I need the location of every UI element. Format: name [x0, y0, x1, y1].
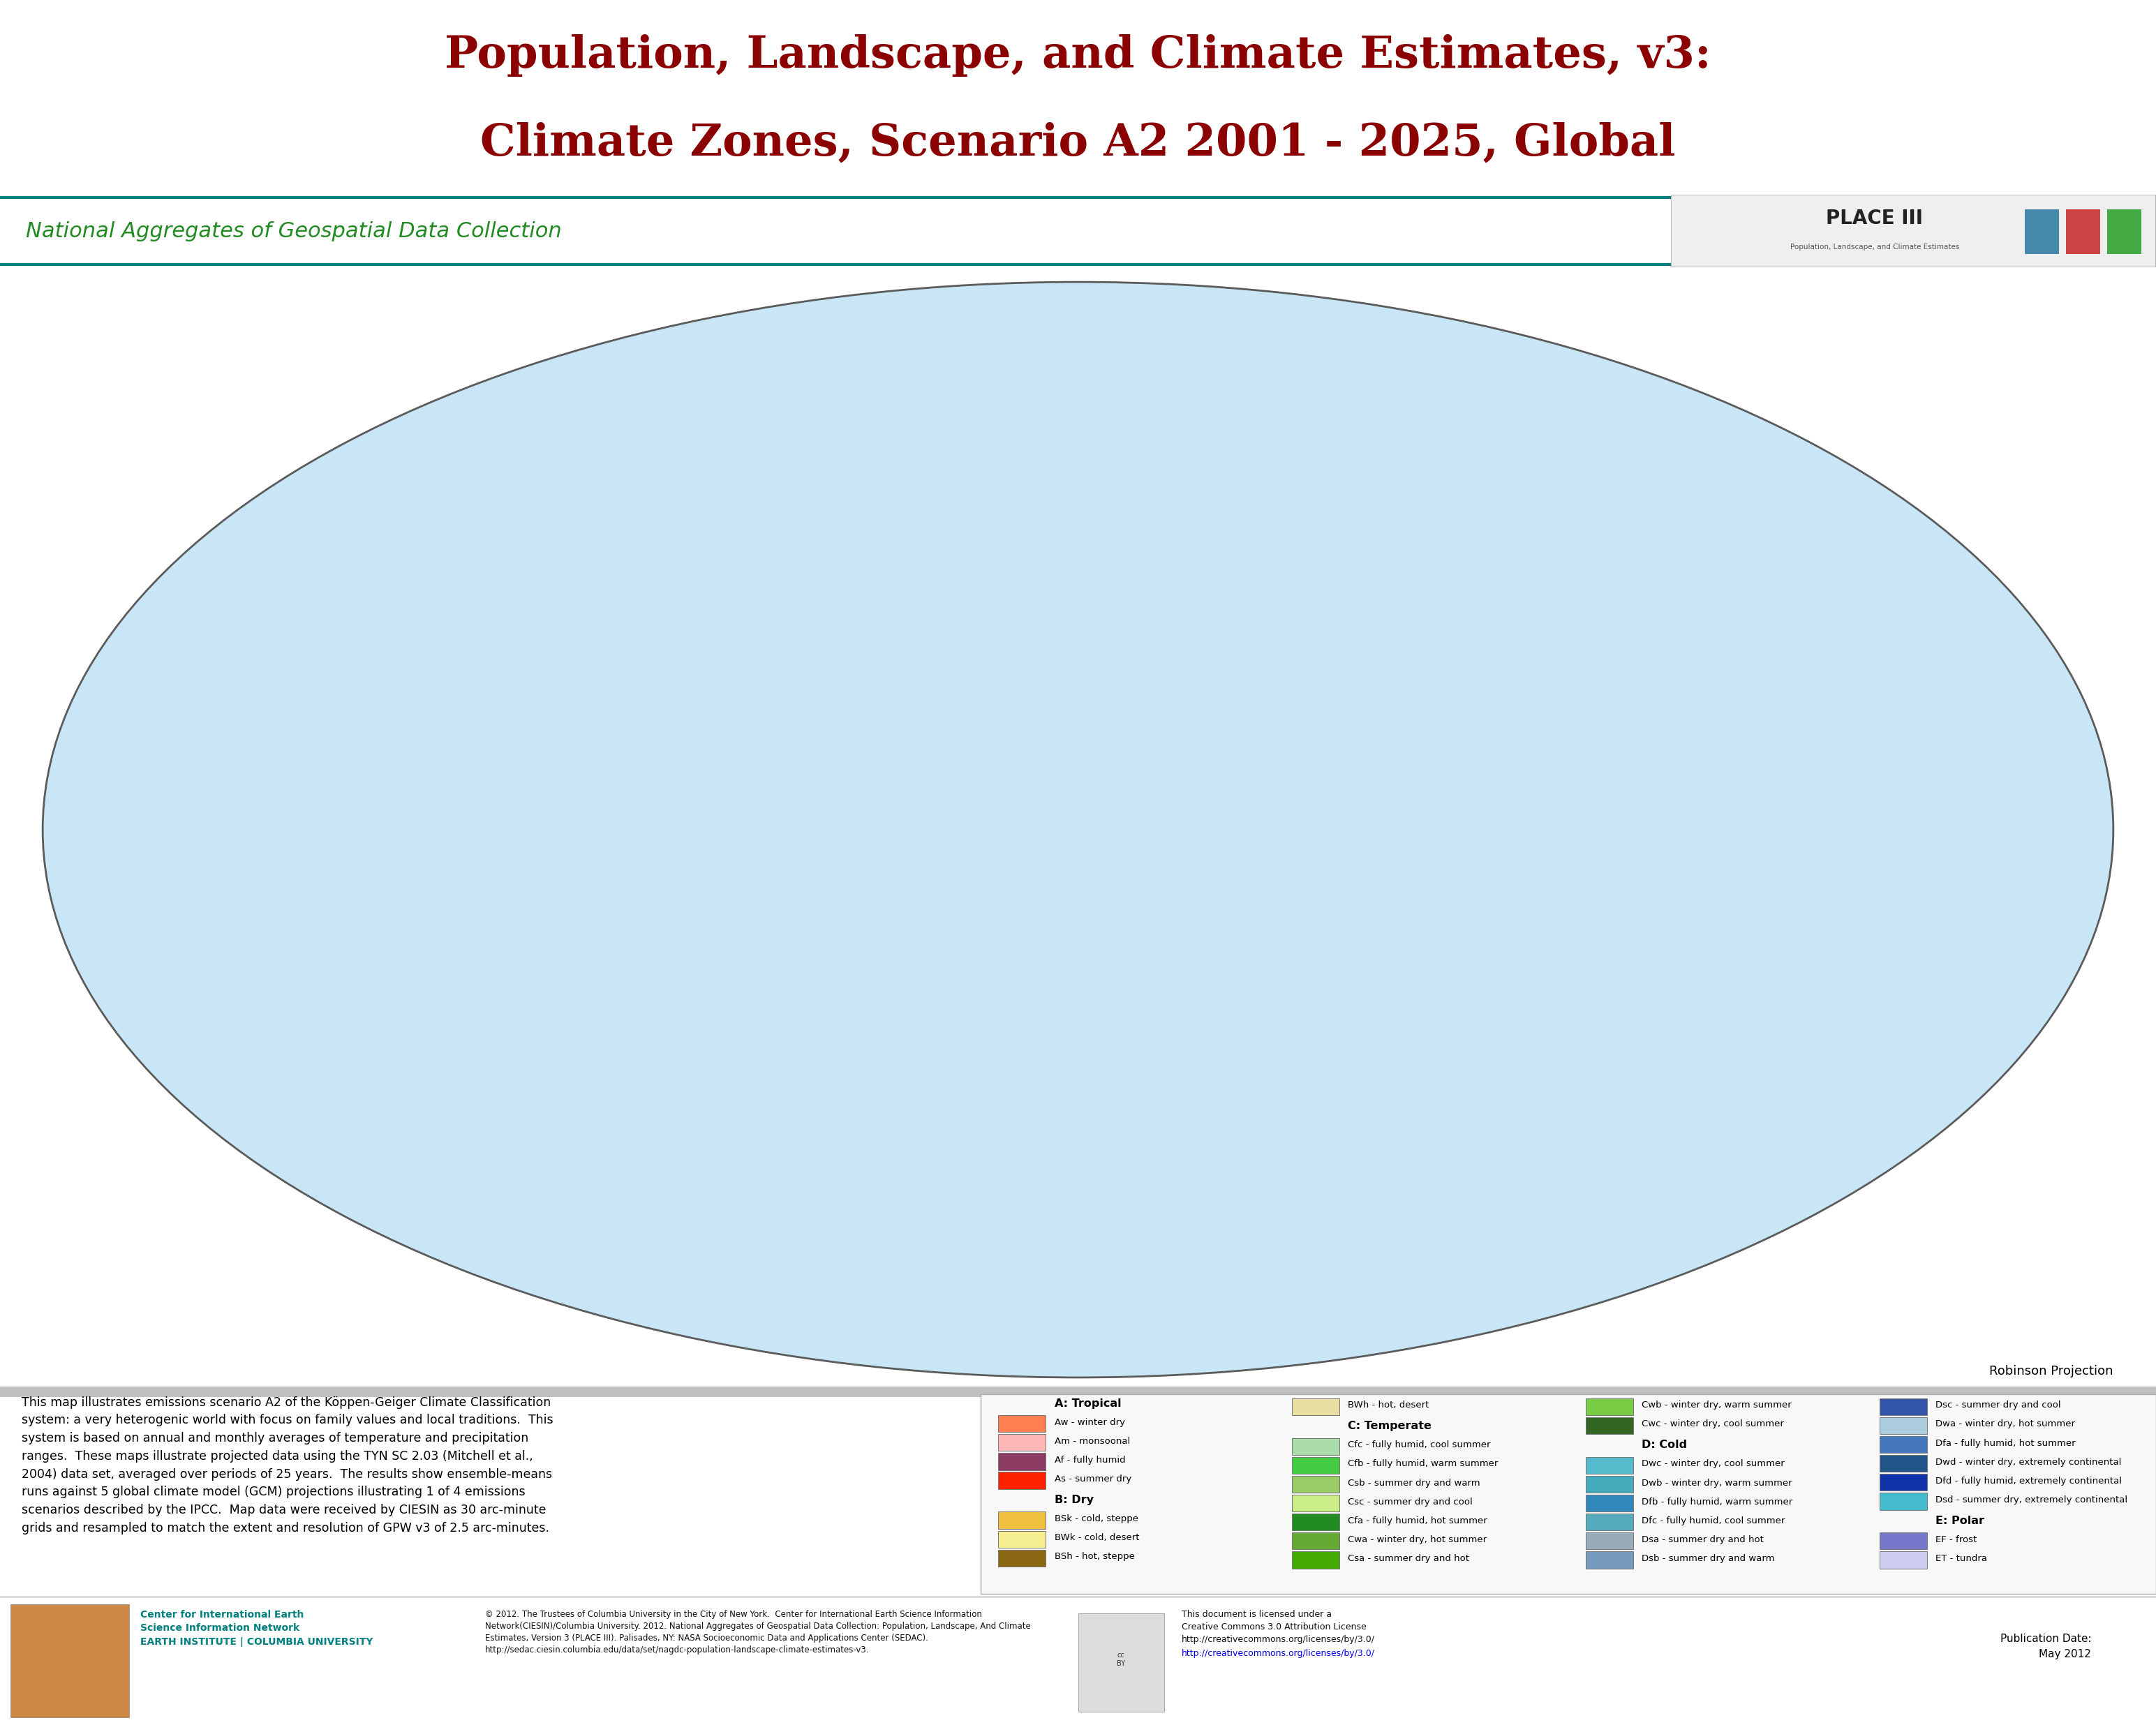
FancyBboxPatch shape — [1880, 1492, 1927, 1509]
FancyBboxPatch shape — [2065, 209, 2100, 254]
Text: Center for International Earth
Science Information Network
EARTH INSTITUTE | COL: Center for International Earth Science I… — [140, 1609, 373, 1647]
FancyBboxPatch shape — [998, 1471, 1046, 1489]
Text: This map illustrates emissions scenario A2 of the Köppen-Geiger Climate Classifi: This map illustrates emissions scenario … — [22, 1396, 554, 1534]
Text: Dfa - fully humid, hot summer: Dfa - fully humid, hot summer — [1936, 1439, 2076, 1447]
FancyBboxPatch shape — [1587, 1551, 1634, 1568]
Text: PLACE III: PLACE III — [1826, 209, 1923, 228]
Text: Dfb - fully humid, warm summer: Dfb - fully humid, warm summer — [1643, 1497, 1794, 1506]
FancyBboxPatch shape — [1291, 1496, 1339, 1511]
Text: Cfb - fully humid, warm summer: Cfb - fully humid, warm summer — [1348, 1459, 1498, 1468]
Text: Dsa - summer dry and hot: Dsa - summer dry and hot — [1643, 1535, 1764, 1544]
Text: Dwa - winter dry, hot summer: Dwa - winter dry, hot summer — [1936, 1420, 2074, 1428]
FancyBboxPatch shape — [1880, 1532, 1927, 1549]
FancyBboxPatch shape — [1587, 1477, 1634, 1492]
FancyBboxPatch shape — [1291, 1399, 1339, 1414]
Text: Cwb - winter dry, warm summer: Cwb - winter dry, warm summer — [1643, 1401, 1792, 1409]
FancyBboxPatch shape — [2024, 209, 2059, 254]
Text: Aw - winter dry: Aw - winter dry — [1054, 1418, 1125, 1427]
FancyBboxPatch shape — [1671, 195, 2156, 267]
FancyBboxPatch shape — [1880, 1435, 1927, 1452]
Text: Dsb - summer dry and warm: Dsb - summer dry and warm — [1643, 1554, 1774, 1563]
FancyBboxPatch shape — [1587, 1399, 1634, 1414]
FancyBboxPatch shape — [1880, 1454, 1927, 1471]
FancyBboxPatch shape — [998, 1414, 1046, 1432]
FancyBboxPatch shape — [1291, 1477, 1339, 1492]
FancyBboxPatch shape — [998, 1549, 1046, 1566]
Text: Dsd - summer dry, extremely continental: Dsd - summer dry, extremely continental — [1936, 1496, 2128, 1504]
Text: Cfc - fully humid, cool summer: Cfc - fully humid, cool summer — [1348, 1440, 1490, 1449]
Text: Cwc - winter dry, cool summer: Cwc - winter dry, cool summer — [1643, 1420, 1785, 1428]
FancyBboxPatch shape — [1880, 1551, 1927, 1568]
FancyBboxPatch shape — [1291, 1532, 1339, 1549]
Text: Robinson Projection: Robinson Projection — [1990, 1364, 2113, 1378]
Text: Af - fully humid: Af - fully humid — [1054, 1456, 1125, 1465]
Text: Cfa - fully humid, hot summer: Cfa - fully humid, hot summer — [1348, 1516, 1488, 1525]
Text: Dwd - winter dry, extremely continental: Dwd - winter dry, extremely continental — [1936, 1458, 2122, 1466]
Text: Dwb - winter dry, warm summer: Dwb - winter dry, warm summer — [1643, 1478, 1792, 1487]
Text: Cwa - winter dry, hot summer: Cwa - winter dry, hot summer — [1348, 1535, 1488, 1544]
Text: D: Cold: D: Cold — [1643, 1440, 1688, 1451]
Text: A: Tropical: A: Tropical — [1054, 1399, 1121, 1409]
Text: This document is licensed under a
Creative Commons 3.0 Attribution License
http:: This document is licensed under a Creati… — [1181, 1609, 1376, 1644]
Text: E: Polar: E: Polar — [1936, 1516, 1984, 1527]
FancyBboxPatch shape — [1587, 1418, 1634, 1433]
FancyBboxPatch shape — [1078, 1613, 1164, 1711]
FancyBboxPatch shape — [998, 1530, 1046, 1547]
Text: cc
BY: cc BY — [1117, 1653, 1125, 1666]
Text: Csa - summer dry and hot: Csa - summer dry and hot — [1348, 1554, 1470, 1563]
Text: Dfc - fully humid, cool summer: Dfc - fully humid, cool summer — [1643, 1516, 1785, 1525]
Text: Am - monsoonal: Am - monsoonal — [1054, 1437, 1130, 1446]
FancyBboxPatch shape — [1291, 1439, 1339, 1454]
Text: Population, Landscape, and Climate Estimates: Population, Landscape, and Climate Estim… — [1789, 243, 1960, 250]
FancyBboxPatch shape — [981, 1394, 2156, 1594]
FancyBboxPatch shape — [1587, 1496, 1634, 1511]
FancyBboxPatch shape — [11, 1604, 129, 1716]
Text: C: Temperate: C: Temperate — [1348, 1421, 1432, 1432]
FancyBboxPatch shape — [1291, 1513, 1339, 1530]
Text: National Aggregates of Geospatial Data Collection: National Aggregates of Geospatial Data C… — [26, 221, 563, 242]
Text: ET - tundra: ET - tundra — [1936, 1554, 1988, 1563]
Text: BSh - hot, steppe: BSh - hot, steppe — [1054, 1552, 1134, 1561]
FancyBboxPatch shape — [998, 1511, 1046, 1528]
Text: Dsc - summer dry and cool: Dsc - summer dry and cool — [1936, 1401, 2061, 1409]
FancyBboxPatch shape — [1291, 1551, 1339, 1568]
FancyBboxPatch shape — [1587, 1532, 1634, 1549]
FancyBboxPatch shape — [1880, 1418, 1927, 1433]
Text: BWh - hot, desert: BWh - hot, desert — [1348, 1401, 1429, 1409]
Text: Publication Date:
May 2012: Publication Date: May 2012 — [2001, 1634, 2091, 1659]
FancyBboxPatch shape — [1587, 1513, 1634, 1530]
FancyBboxPatch shape — [998, 1452, 1046, 1470]
Text: © 2012. The Trustees of Columbia University in the City of New York.  Center for: © 2012. The Trustees of Columbia Univers… — [485, 1609, 1031, 1654]
FancyBboxPatch shape — [1587, 1458, 1634, 1473]
Text: Dfd - fully humid, extremely continental: Dfd - fully humid, extremely continental — [1936, 1477, 2122, 1485]
Text: Population, Landscape, and Climate Estimates, v3:: Population, Landscape, and Climate Estim… — [444, 34, 1712, 78]
Text: As - summer dry: As - summer dry — [1054, 1475, 1132, 1484]
FancyBboxPatch shape — [2109, 209, 2141, 254]
FancyBboxPatch shape — [998, 1433, 1046, 1451]
Text: B: Dry: B: Dry — [1054, 1496, 1093, 1506]
Text: EF - frost: EF - frost — [1936, 1535, 1977, 1544]
Text: Csc - summer dry and cool: Csc - summer dry and cool — [1348, 1497, 1473, 1506]
Ellipse shape — [43, 281, 2113, 1378]
Text: http://creativecommons.org/licenses/by/3.0/: http://creativecommons.org/licenses/by/3… — [1181, 1649, 1376, 1658]
Text: BSk - cold, steppe: BSk - cold, steppe — [1054, 1515, 1138, 1523]
FancyBboxPatch shape — [1880, 1399, 1927, 1414]
Text: Dwc - winter dry, cool summer: Dwc - winter dry, cool summer — [1643, 1459, 1785, 1468]
Text: BWk - cold, desert: BWk - cold, desert — [1054, 1534, 1138, 1542]
Text: Climate Zones, Scenario A2 2001 - 2025, Global: Climate Zones, Scenario A2 2001 - 2025, … — [481, 121, 1675, 164]
Text: Csb - summer dry and warm: Csb - summer dry and warm — [1348, 1478, 1481, 1487]
FancyBboxPatch shape — [1880, 1473, 1927, 1490]
FancyBboxPatch shape — [1291, 1458, 1339, 1473]
